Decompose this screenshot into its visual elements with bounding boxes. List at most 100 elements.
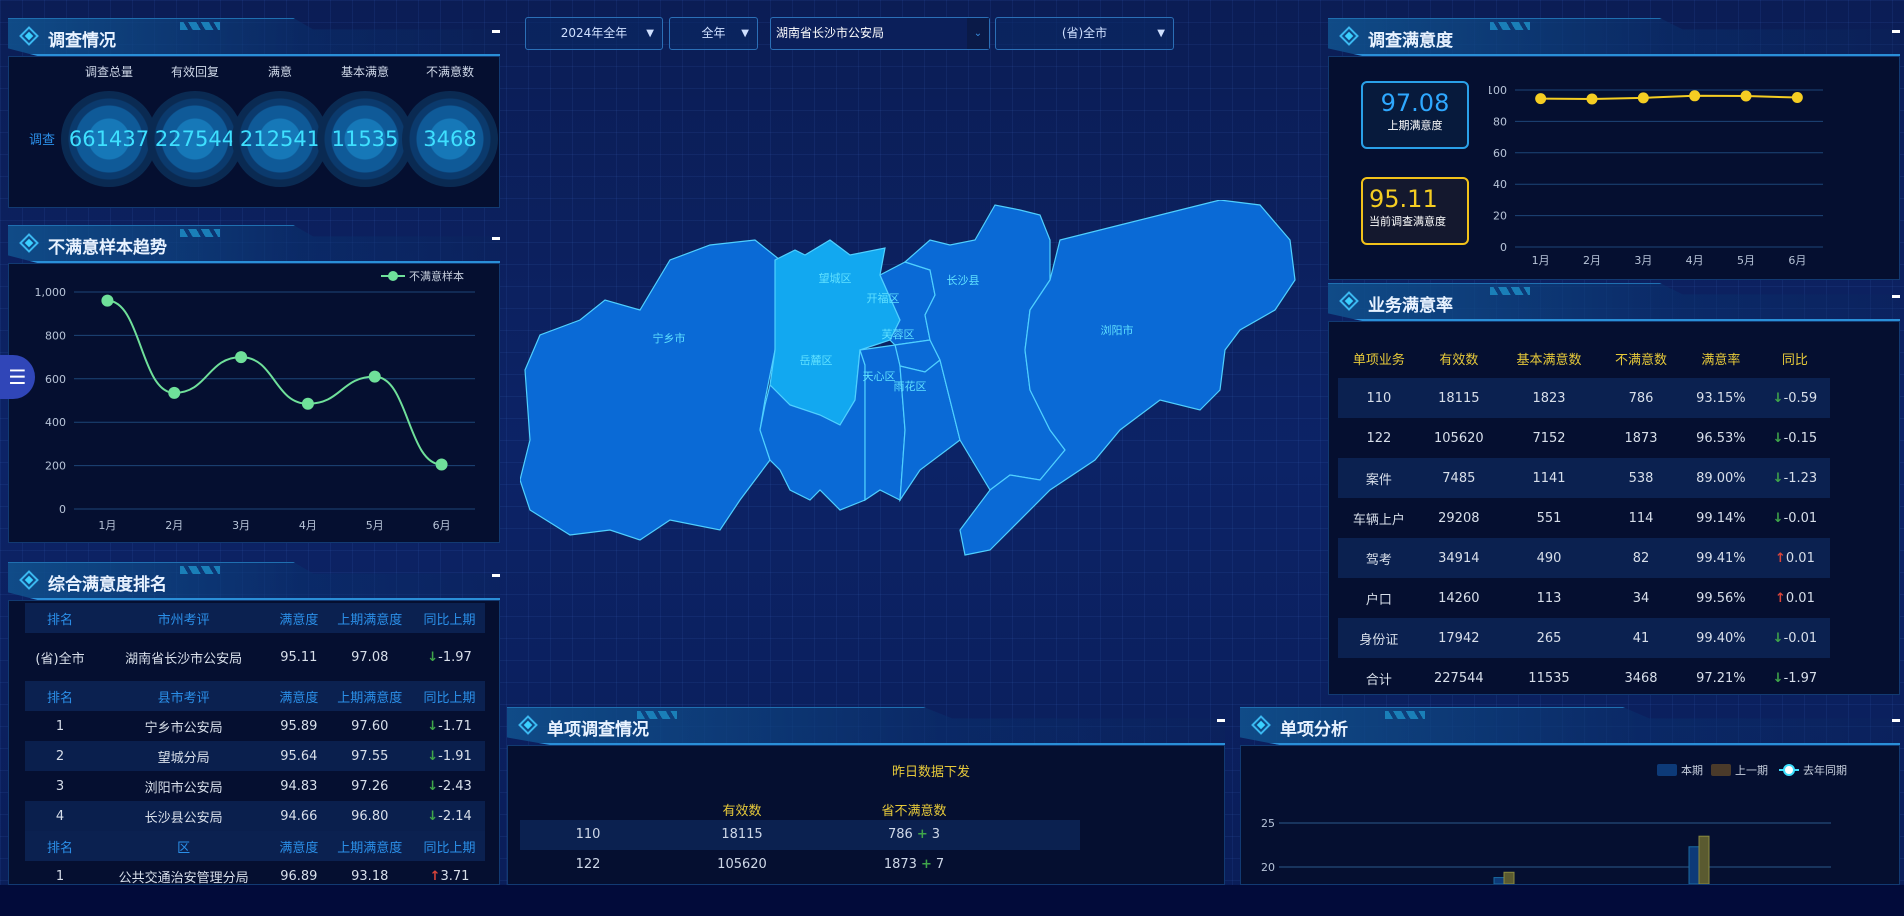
metric-gauge: 212541 [232,91,328,187]
period-select[interactable]: 全年 ▼ [669,17,758,50]
ranking-header-row: 排名区满意度 上期满意度 同比上期 [25,831,485,861]
data-point [435,458,448,471]
cell-name: 望城分局 [95,741,273,771]
business-header-row: 单项业务 有效数 基本满意数 不满意数 满意率 同比 [1338,338,1830,378]
cell-item: 案件 [1338,458,1420,498]
column-header: 满意率 [1701,352,1741,368]
data-point [301,397,314,410]
map-region[interactable] [959,200,1296,556]
column-header: 上期满意度 [325,831,415,861]
panel-body: 昨日数据下发 有效数 省不满意数 110 18115 786 +3 122 105620 187… [507,745,1225,885]
stripes-decoration [180,566,220,574]
arrow-up-icon: ↑ [1775,550,1786,566]
cell-prev: 93.18 [351,868,389,884]
column-header: 同比 [1781,352,1808,368]
data-point [1791,92,1803,104]
column-header: 同比上期 [414,603,485,633]
x-tick-label: 6月 [1788,254,1806,267]
legend-marker [388,271,398,281]
bar [1698,835,1710,885]
cell-change: ↓-1.97 [1760,658,1830,698]
cell-basic: 11535 [1528,670,1570,686]
x-tick-label: 4月 [299,519,317,532]
legend-swatch [1711,764,1731,776]
year-select-value: 2024年全年 [560,26,628,40]
cell-basic: 7152 [1532,430,1566,446]
map-region[interactable] [859,344,906,502]
cell-prev: 97.55 [325,741,415,771]
y-tick-label: 200 [45,460,66,473]
year-select[interactable]: 2024年全年 ▼ [525,17,663,50]
x-tick-label: 2月 [1583,254,1601,267]
cell-basic: 490 [1497,538,1601,578]
stripes-decoration [637,711,677,719]
data-point [1535,93,1547,105]
change-value: 0.01 [1785,590,1815,606]
cell-change: ↑3.71 [414,861,485,891]
x-tick-label: 6月 [433,519,451,532]
cell-name: 长沙县公安局 [95,801,273,831]
data-point [235,351,248,364]
business-row: 案件 7485 1141 538 89.00% ↓-1.23 [1338,458,1830,498]
map-region-label: 宁乡市 [653,331,686,345]
cell-change: ↑0.01 [1759,538,1830,578]
x-tick-label: 5月 [1737,254,1755,267]
single-row: 110 18115 786 +3 [520,820,1080,850]
change-value: -0.01 [1783,510,1818,526]
analysis-chart: 20 25 本期 上一期 去年同期 [1261,763,1847,885]
cell-unsat: 538 [1600,458,1682,498]
column-header: 排名 [25,603,95,633]
metric-label: 不满意数 [425,65,474,79]
bureau-select[interactable]: 湖南省长沙市公安局 ⌄ [770,17,990,50]
column-header: 排名 [25,681,95,711]
add-value: 7 [935,857,945,872]
current-satisfaction-label: 当前调查满意度 [1369,215,1446,228]
data-point [368,370,381,383]
cell-rate: 99.14% [1696,510,1746,526]
business-table: 单项业务 有效数 基本满意数 不满意数 满意率 同比 110 18115 1823 786 93.1… [1338,338,1830,698]
cell-sat: 95.89 [280,718,318,734]
cell-rate: 99.41% [1681,538,1760,578]
cell-rank: 2 [25,741,95,771]
panel-title: 综合满意度排名 [48,575,167,595]
cell-basic: 1141 [1497,458,1601,498]
current-satisfaction-value: 95.11 [1369,185,1438,213]
column-header: 不满意数 [1615,352,1668,368]
bar [1503,871,1515,885]
panel-title: 单项分析 [1280,720,1348,740]
column-header: 有效数 [722,804,762,819]
metric-gauge: 11535 [317,91,413,187]
map-region[interactable] [520,239,781,541]
change-value: -1.97 [1783,670,1818,686]
y-tick-label: 400 [45,416,66,429]
y-tick-label: 20 [1261,861,1275,874]
analysis-panel: 单项分析 20 25 本期 上一期 去年同期 [1240,707,1900,885]
x-tick-label: 5月 [366,519,384,532]
column-header: 基本满意数 [1516,352,1582,368]
column-header: 满意度 [272,603,326,633]
legend-label: 不满意样本 [409,269,464,283]
map-region[interactable] [759,349,866,511]
business-row: 驾考 34914 490 82 99.41% ↑0.01 [1338,538,1830,578]
arrow-down-icon: ↓ [1772,630,1784,646]
legend-label: 上一期 [1735,764,1768,777]
cell-item: 户口 [1365,592,1392,608]
ranking-row: 1 宁乡市公安局 95.89 97.60 ↓-1.71 [25,711,485,741]
cell-rank: 1 [55,718,65,734]
ranking-row: 3 浏阳市公安局 94.83 97.26 ↓-2.43 [25,771,485,801]
area-select[interactable]: (省)全市 ▼ [995,17,1174,50]
arrow-down-icon: ↓ [427,649,439,665]
sidebar-toggle-button[interactable]: ☰ [0,355,35,399]
cell-item: 122 [1366,430,1392,446]
cell-rank: (省)全市 [35,651,85,667]
change-value: 3.71 [440,868,470,884]
data-point [1689,90,1701,102]
arrow-up-icon: ↑ [1775,590,1786,606]
column-header: 排名 [25,831,95,861]
bureau-select-value: 湖南省长沙市公安局 [776,26,885,40]
stripes-decoration [180,22,220,30]
y-tick-label: 60 [1493,147,1507,160]
cell-sat: 96.89 [280,868,318,884]
column-header: 上期满意度 [325,681,415,711]
previous-satisfaction-value: 97.08 [1380,89,1450,117]
